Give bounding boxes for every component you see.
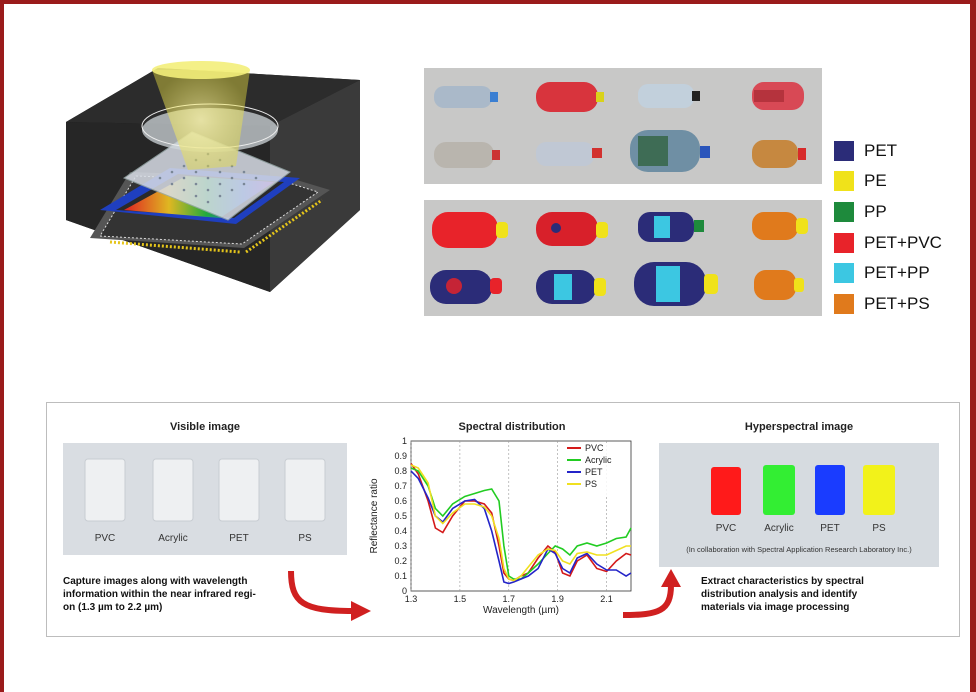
legend-label: PET+PP	[864, 263, 930, 282]
legend-entry: PS	[585, 479, 597, 489]
hyperspectral-block-pvc	[711, 467, 741, 515]
legend-swatch	[834, 202, 854, 222]
legend-swatch	[834, 171, 854, 191]
classified-bottle	[754, 270, 804, 300]
x-tick-label: 1.7	[503, 594, 516, 604]
capture-caption: Capture images along with wavelength inf…	[63, 576, 256, 613]
hyperspectral-block-ps	[863, 465, 895, 515]
sample-block	[218, 458, 260, 522]
classified-bottle	[430, 270, 502, 304]
classified-bottle	[634, 262, 718, 306]
sample-block	[84, 458, 126, 522]
y-tick-label: 0	[402, 586, 407, 596]
legend-entry: Acrylic	[585, 455, 612, 465]
classified-bottle	[432, 212, 508, 248]
y-tick-label: 0.2	[394, 556, 407, 566]
y-tick-label: 1	[402, 436, 407, 446]
sample-label: PVC	[94, 533, 116, 544]
process-panel: Visible image Spectral distribution Hype…	[46, 402, 960, 637]
material-legend: PET PE PP PET+PVC PET+PP PET+PS	[834, 138, 976, 328]
x-tick-label: 1.9	[551, 594, 564, 604]
hyperspectral-sensor-illustration	[66, 61, 360, 292]
y-tick-label: 0.1	[394, 571, 407, 581]
y-tick-label: 0.9	[394, 451, 407, 461]
series-line-pet	[410, 470, 632, 585]
sample-label: PS	[872, 523, 886, 534]
y-axis-label: Reflectance ratio	[369, 478, 380, 553]
sample-block	[152, 458, 194, 522]
legend-entry: PVC	[585, 443, 604, 453]
spectral-distribution-title: Spectral distribution	[458, 421, 566, 433]
legend-label: PP	[864, 202, 887, 221]
light-beam	[152, 70, 250, 170]
x-tick-label: 2.1	[600, 594, 613, 604]
hyperspectral-image-photo: PVC Acrylic PET PS (In collaboration wit…	[659, 443, 939, 567]
legend-swatch	[834, 233, 854, 253]
extract-caption: Extract characteristics by spectral dist…	[701, 576, 864, 613]
bottle	[434, 142, 500, 168]
x-axis-label: Wavelength (µm)	[483, 605, 559, 616]
sample-label: PET	[229, 533, 249, 544]
bottle	[638, 84, 700, 108]
legend-label: PET+PVC	[864, 233, 942, 252]
legend-swatch	[834, 263, 854, 283]
x-tick-label: 1.3	[405, 594, 418, 604]
hyperspectral-image-title: Hyperspectral image	[744, 421, 854, 433]
classified-bottle	[638, 212, 704, 242]
bottle	[536, 142, 602, 166]
collaboration-note: (In collaboration with Spectral Applicat…	[686, 545, 912, 554]
legend-label: PET	[864, 141, 898, 160]
sample-block	[284, 458, 326, 522]
classified-bottle	[536, 270, 606, 304]
chip-pins	[109, 198, 323, 254]
classified-bottle	[536, 212, 608, 246]
y-tick-label: 0.6	[394, 496, 407, 506]
y-tick-label: 0.4	[394, 526, 407, 536]
arrow-up-icon	[622, 569, 681, 618]
legend-label: PET+PS	[864, 294, 930, 313]
series-line-ps	[410, 464, 631, 582]
bottle	[752, 82, 804, 110]
legend-swatch	[834, 294, 854, 314]
bottles-visible-photo	[424, 68, 822, 184]
sample-label: PET	[820, 523, 840, 534]
chart-legend	[563, 443, 627, 495]
hyperspectral-block-pet	[815, 465, 845, 515]
legend-label: PE	[864, 171, 887, 190]
visible-image-photo: PVC Acrylic PET PS	[63, 443, 347, 555]
sample-label: Acrylic	[764, 523, 794, 534]
arrow-right-icon	[288, 570, 371, 621]
legend-entry: PET	[585, 467, 603, 477]
hyperspectral-block-acrylic	[763, 465, 795, 515]
bottles-classified-image	[424, 200, 822, 316]
classified-bottle	[752, 212, 808, 240]
legend-swatch	[834, 141, 854, 161]
bottle	[434, 86, 498, 108]
visible-image-title: Visible image	[169, 421, 241, 433]
bottle	[752, 140, 806, 168]
y-tick-label: 0.5	[394, 511, 407, 521]
x-tick-label: 1.5	[454, 594, 467, 604]
spectral-chart: 0 0.1 0.2 0.3 0.4 0.5 0.6 0.7 0.8 0.9 1 1.3 1.5 1.7 1…	[369, 436, 632, 616]
sample-label: PVC	[715, 523, 737, 534]
sample-label: Acrylic	[158, 533, 188, 544]
sample-label: PS	[298, 533, 312, 544]
y-tick-label: 0.7	[394, 481, 407, 491]
bottle	[536, 82, 604, 112]
y-tick-label: 0.3	[394, 541, 407, 551]
bottle	[630, 130, 710, 172]
y-tick-label: 0.8	[394, 466, 407, 476]
